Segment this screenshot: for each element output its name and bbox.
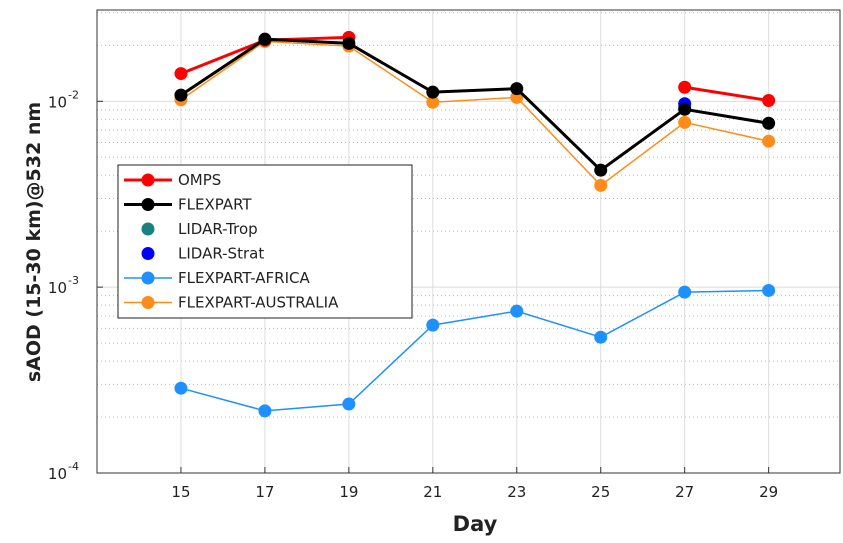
x-tick-label: 21 (423, 483, 442, 501)
data-point (174, 67, 188, 81)
legend-label: LIDAR-Strat (178, 245, 264, 263)
data-point (762, 283, 776, 297)
x-tick-label: 25 (591, 483, 610, 501)
legend-marker (141, 173, 155, 187)
data-point (342, 397, 356, 411)
data-point (762, 94, 776, 108)
y-tick-label: 10 (48, 465, 67, 483)
y-tick-label: 10 (48, 279, 67, 297)
x-tick-label: 17 (255, 483, 274, 501)
data-point (258, 32, 272, 46)
x-tick-label: 19 (339, 483, 358, 501)
data-point (762, 134, 776, 148)
data-point (594, 178, 608, 192)
data-point (258, 404, 272, 418)
series-line (180, 37, 769, 173)
y-tick-exponent: -2 (68, 88, 79, 101)
y-tick-exponent: -3 (68, 274, 79, 287)
data-point (426, 318, 440, 332)
data-point (426, 85, 440, 99)
legend-label: OMPS (178, 171, 221, 189)
x-axis-label: Day (453, 512, 498, 536)
data-point (678, 102, 692, 116)
data-point (510, 304, 524, 318)
legend-marker (141, 222, 155, 236)
data-point (678, 115, 692, 129)
legend-marker (141, 296, 155, 309)
series-line (180, 40, 769, 187)
legend-label: FLEXPART-AUSTRALIA (178, 294, 339, 312)
legend-label: FLEXPART-AFRICA (178, 269, 310, 287)
legend-marker (141, 271, 155, 285)
data-point (678, 80, 692, 94)
y-tick-label: 10 (48, 93, 67, 111)
data-point (426, 95, 440, 109)
data-point (594, 330, 608, 344)
y-tick-exponent: -4 (68, 460, 79, 473)
data-point (174, 88, 188, 102)
data-point (342, 36, 356, 50)
plot-frame (96, 9, 841, 474)
legend-box (117, 164, 413, 319)
x-tick-label: 29 (759, 483, 778, 501)
legend-marker (141, 198, 155, 211)
data-point (762, 116, 776, 130)
y-axis-label: sAOD (15-30 km)@532 nm (23, 102, 45, 382)
x-tick-label: 27 (675, 483, 694, 501)
legend-marker (141, 247, 155, 260)
data-point (594, 163, 608, 177)
x-tick-label: 15 (171, 483, 190, 501)
legend-label: FLEXPART (178, 196, 252, 214)
x-tick-label: 23 (507, 483, 526, 501)
data-point (510, 82, 524, 96)
data-point (174, 381, 188, 395)
series-line (180, 289, 769, 412)
legend-label: LIDAR-Trop (178, 220, 258, 238)
data-point (678, 285, 692, 299)
